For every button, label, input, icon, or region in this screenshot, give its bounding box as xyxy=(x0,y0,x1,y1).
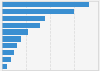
Bar xyxy=(2,23,40,28)
Bar xyxy=(2,16,45,21)
Bar xyxy=(2,29,28,35)
Bar xyxy=(2,36,21,42)
Bar xyxy=(2,57,11,62)
Bar xyxy=(2,64,6,69)
Bar xyxy=(2,43,17,48)
Bar xyxy=(2,2,89,7)
Bar xyxy=(2,50,14,55)
Bar xyxy=(2,9,74,14)
